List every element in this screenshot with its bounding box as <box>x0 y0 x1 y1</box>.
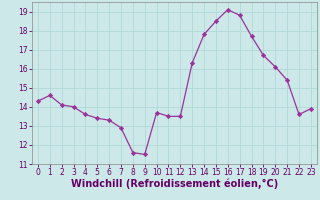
X-axis label: Windchill (Refroidissement éolien,°C): Windchill (Refroidissement éolien,°C) <box>71 179 278 189</box>
